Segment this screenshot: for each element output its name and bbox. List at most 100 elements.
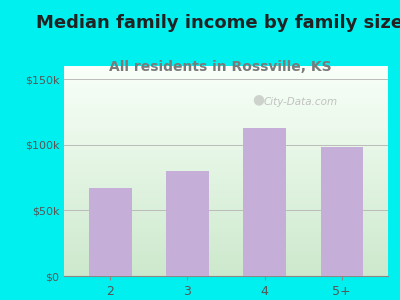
Bar bbox=[64, 85, 388, 87]
Bar bbox=[64, 110, 388, 112]
Bar bbox=[64, 272, 388, 274]
Bar bbox=[64, 121, 388, 123]
Bar bbox=[64, 127, 388, 129]
Bar bbox=[64, 112, 388, 114]
Bar bbox=[64, 100, 388, 102]
Bar bbox=[64, 196, 388, 198]
Bar bbox=[243, 128, 286, 276]
Bar bbox=[64, 238, 388, 240]
Bar bbox=[64, 259, 388, 261]
Text: Median family income by family size: Median family income by family size bbox=[36, 14, 400, 32]
Bar bbox=[64, 202, 388, 205]
Bar bbox=[166, 171, 209, 276]
Bar bbox=[64, 74, 388, 77]
Bar bbox=[64, 188, 388, 190]
Bar bbox=[64, 95, 388, 98]
Bar bbox=[64, 167, 388, 169]
Bar bbox=[64, 125, 388, 127]
Bar bbox=[64, 274, 388, 276]
Bar bbox=[64, 76, 388, 79]
Bar bbox=[64, 106, 388, 108]
Bar bbox=[64, 129, 388, 131]
Bar bbox=[64, 150, 388, 152]
Bar bbox=[64, 182, 388, 184]
Bar bbox=[64, 200, 388, 202]
Bar bbox=[64, 87, 388, 89]
Bar bbox=[64, 226, 388, 228]
Bar bbox=[64, 190, 388, 192]
Bar bbox=[64, 104, 388, 106]
Bar bbox=[64, 72, 388, 74]
Bar bbox=[64, 194, 388, 196]
Bar bbox=[64, 211, 388, 213]
Bar bbox=[64, 177, 388, 179]
Bar bbox=[64, 179, 388, 182]
Bar bbox=[64, 89, 388, 91]
Bar bbox=[64, 266, 388, 268]
Bar bbox=[64, 152, 388, 154]
Bar bbox=[64, 131, 388, 133]
Bar bbox=[64, 154, 388, 156]
Bar bbox=[64, 158, 388, 160]
Bar bbox=[64, 173, 388, 175]
Bar bbox=[64, 207, 388, 209]
Bar bbox=[64, 66, 388, 68]
Bar bbox=[64, 270, 388, 272]
Bar bbox=[64, 175, 388, 177]
Bar bbox=[64, 116, 388, 119]
Bar bbox=[64, 268, 388, 270]
Bar bbox=[64, 68, 388, 70]
Bar bbox=[64, 171, 388, 173]
Bar bbox=[64, 83, 388, 85]
Bar bbox=[64, 232, 388, 234]
Bar bbox=[64, 184, 388, 186]
Bar bbox=[320, 147, 363, 276]
Bar bbox=[64, 135, 388, 137]
Bar bbox=[64, 133, 388, 135]
Bar bbox=[64, 213, 388, 215]
Bar bbox=[64, 140, 388, 142]
Bar bbox=[64, 251, 388, 253]
Bar bbox=[64, 234, 388, 236]
Bar bbox=[64, 198, 388, 200]
Bar bbox=[64, 261, 388, 263]
Bar bbox=[64, 98, 388, 100]
Bar bbox=[64, 91, 388, 93]
Bar bbox=[64, 257, 388, 259]
Bar bbox=[64, 221, 388, 224]
Bar bbox=[64, 192, 388, 194]
Bar bbox=[64, 240, 388, 242]
Bar bbox=[64, 81, 388, 83]
Bar bbox=[64, 118, 388, 121]
Bar bbox=[64, 224, 388, 226]
Bar bbox=[64, 102, 388, 104]
Bar bbox=[64, 249, 388, 251]
Bar bbox=[89, 188, 132, 276]
Bar bbox=[64, 215, 388, 217]
Text: ●: ● bbox=[252, 93, 264, 106]
Bar bbox=[64, 186, 388, 188]
Bar bbox=[64, 230, 388, 232]
Bar bbox=[64, 163, 388, 165]
Bar bbox=[64, 253, 388, 255]
Bar bbox=[64, 160, 388, 163]
Bar bbox=[64, 70, 388, 72]
Bar bbox=[64, 156, 388, 158]
Bar bbox=[64, 244, 388, 247]
Bar bbox=[64, 169, 388, 171]
Bar bbox=[64, 146, 388, 148]
Bar bbox=[64, 217, 388, 219]
Bar bbox=[64, 236, 388, 238]
Bar bbox=[64, 219, 388, 221]
Text: All residents in Rossville, KS: All residents in Rossville, KS bbox=[109, 60, 331, 74]
Bar bbox=[64, 209, 388, 211]
Bar bbox=[64, 247, 388, 249]
Text: City-Data.com: City-Data.com bbox=[264, 97, 338, 107]
Bar bbox=[64, 148, 388, 150]
Bar bbox=[64, 93, 388, 95]
Bar bbox=[64, 205, 388, 207]
Bar bbox=[64, 79, 388, 81]
Bar bbox=[64, 165, 388, 167]
Bar bbox=[64, 255, 388, 257]
Bar bbox=[64, 144, 388, 146]
